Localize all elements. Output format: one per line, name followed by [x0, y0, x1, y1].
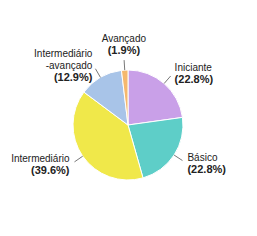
- data-label: (22.8%): [175, 73, 214, 85]
- labels: Iniciante(22.8%)Básico(22.8%)Intermediár…: [11, 33, 226, 176]
- leader-line: [174, 155, 182, 160]
- leader-line: [74, 156, 82, 162]
- slice-label: Básico: [187, 152, 217, 163]
- leader-line: [95, 69, 100, 78]
- slice-label: Iniciante: [175, 62, 213, 73]
- leader-line: [164, 76, 171, 84]
- data-label: (1.9%): [108, 44, 141, 56]
- data-label: (22.8%): [187, 163, 226, 175]
- slices: [73, 70, 183, 180]
- leader-line: [124, 60, 126, 70]
- slice-label: Intermediário: [11, 153, 70, 164]
- chart-container: Iniciante(22.8%)Básico(22.8%)Intermediár…: [0, 0, 257, 236]
- data-label: (12.9%): [54, 71, 93, 83]
- slice-label: Avançado: [102, 33, 147, 44]
- data-label: (39.6%): [31, 164, 70, 176]
- pie-chart: Iniciante(22.8%)Básico(22.8%)Intermediár…: [0, 0, 257, 236]
- slice-label: Intermediário-avançado: [34, 48, 93, 71]
- pie-slice: [121, 70, 128, 125]
